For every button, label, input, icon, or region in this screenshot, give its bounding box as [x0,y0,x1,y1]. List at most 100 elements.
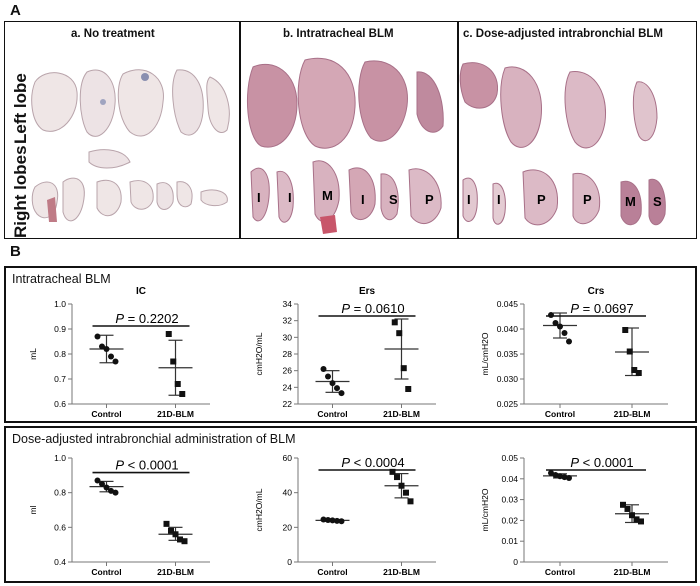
y-tick-label: 24 [283,382,293,392]
data-point [325,373,331,380]
y-tick-label: 0 [287,557,292,567]
blood-mark [320,215,337,234]
y-tick-label: 0.7 [54,374,66,384]
y-tick-label: 0.030 [497,374,519,384]
column-title-intrabronchial: c. Dose-adjusted intrabronchial BLM [463,28,663,40]
y-tick-label: 0.040 [497,324,519,334]
data-point [398,482,405,489]
y-axis-label: cmH2O/mL [254,488,264,531]
data-point [165,331,172,337]
data-point [400,365,407,372]
chart-ic-intrabronchial: 0.4 0.6 0.8 1.0 ml Control 21D-BLM P < 0.0001 [10,446,230,580]
lobe-label: M [625,194,636,209]
y-tick-label: 0.02 [501,515,518,525]
data-point [631,367,638,373]
data-point [622,327,629,333]
lobe-label: P [537,192,546,207]
x-tick-label: 21D-BLM [614,409,651,419]
bronchus-mark [141,73,149,81]
data-point [548,469,554,476]
y-tick-label: 0.045 [497,299,519,309]
data-point [112,358,119,365]
data-point [391,319,398,326]
y-tick-label: 0.035 [497,349,519,359]
data-point [170,358,177,365]
data-point [177,536,183,543]
column-divider [457,22,459,238]
data-point [638,518,644,525]
lobe-label: P [583,192,592,207]
data-point [320,516,327,523]
bronchus-mark [100,99,106,105]
data-point [112,489,119,496]
y-tick-label: 20 [283,522,293,532]
y-tick-label: 40 [283,488,293,498]
p-value-annotation: P = 0.2202 [115,311,178,326]
data-point [179,391,186,397]
data-point [624,505,631,512]
chart-ers: Ers 22 24 26 28 30 32 34 cmH2O/mL Control 21D-BLM P… [236,284,456,422]
data-point [99,343,105,350]
y-tick-label: 60 [283,453,293,463]
y-tick-label: 0.6 [54,522,66,532]
column-title-no-treatment: a. No treatment [71,28,155,40]
data-point [557,323,563,330]
data-point [329,380,336,387]
data-point [548,312,554,318]
y-tick-label: 0.04 [501,474,518,484]
data-point [103,484,110,491]
y-tick-label: 0.9 [54,324,66,334]
data-point [394,474,400,481]
data-point [566,338,572,345]
data-point [163,520,170,527]
y-tick-label: 0.8 [54,488,66,498]
tissue-section-c-left [459,62,658,149]
data-point [403,489,409,496]
x-tick-label: Control [545,567,575,577]
x-tick-label: Control [317,567,347,577]
data-point [338,518,345,525]
data-point [99,481,105,487]
x-tick-label: Control [91,567,121,577]
data-point [108,487,114,494]
data-point [626,348,633,355]
data-point [320,366,327,372]
chart-title: Crs [588,286,605,297]
y-tick-label: 30 [283,332,293,342]
data-point [552,472,559,479]
data-point [389,468,396,475]
data-point [172,531,179,538]
p-value-annotation: P < 0.0004 [341,455,404,470]
data-point [94,333,101,340]
x-tick-label: 21D-BLM [157,567,194,577]
lobe-label: P [425,192,434,207]
y-tick-label: 0.8 [54,349,66,359]
intratracheal-box: Intratracheal BLM [4,266,697,423]
y-tick-label: 26 [283,366,293,376]
data-point [633,516,640,523]
p-value-annotation: P = 0.0610 [341,301,404,316]
intratracheal-box-title: Intratracheal BLM [12,272,111,286]
y-tick-label: 34 [283,299,293,309]
p-value-annotation: P < 0.0001 [115,458,178,473]
data-point [168,527,174,534]
data-point [325,517,331,524]
tissue-section-b-right [250,160,442,234]
lobe-label: M [322,188,333,203]
panel-b-letter: B [10,243,21,260]
y-tick-label: 1.0 [54,453,66,463]
lobe-label: S [653,194,662,209]
y-axis-label: mL/cmH2O [480,488,490,531]
data-point [407,498,414,505]
x-tick-label: 21D-BLM [157,409,194,419]
tissue-section-b-left [246,57,444,149]
panel-a-letter: A [10,2,21,19]
data-point [566,474,572,481]
p-value-annotation: P < 0.0001 [570,455,633,470]
lobe-label: I [467,192,471,207]
tissue-sections [31,57,666,234]
lobe-label: I [497,192,501,207]
data-point [629,512,635,519]
chart-ic: IC 0.6 0.7 0.8 0.9 1.0 mL Control 21D-BLM P = 0.2… [10,284,230,422]
tissue-section-a-right [31,149,228,222]
